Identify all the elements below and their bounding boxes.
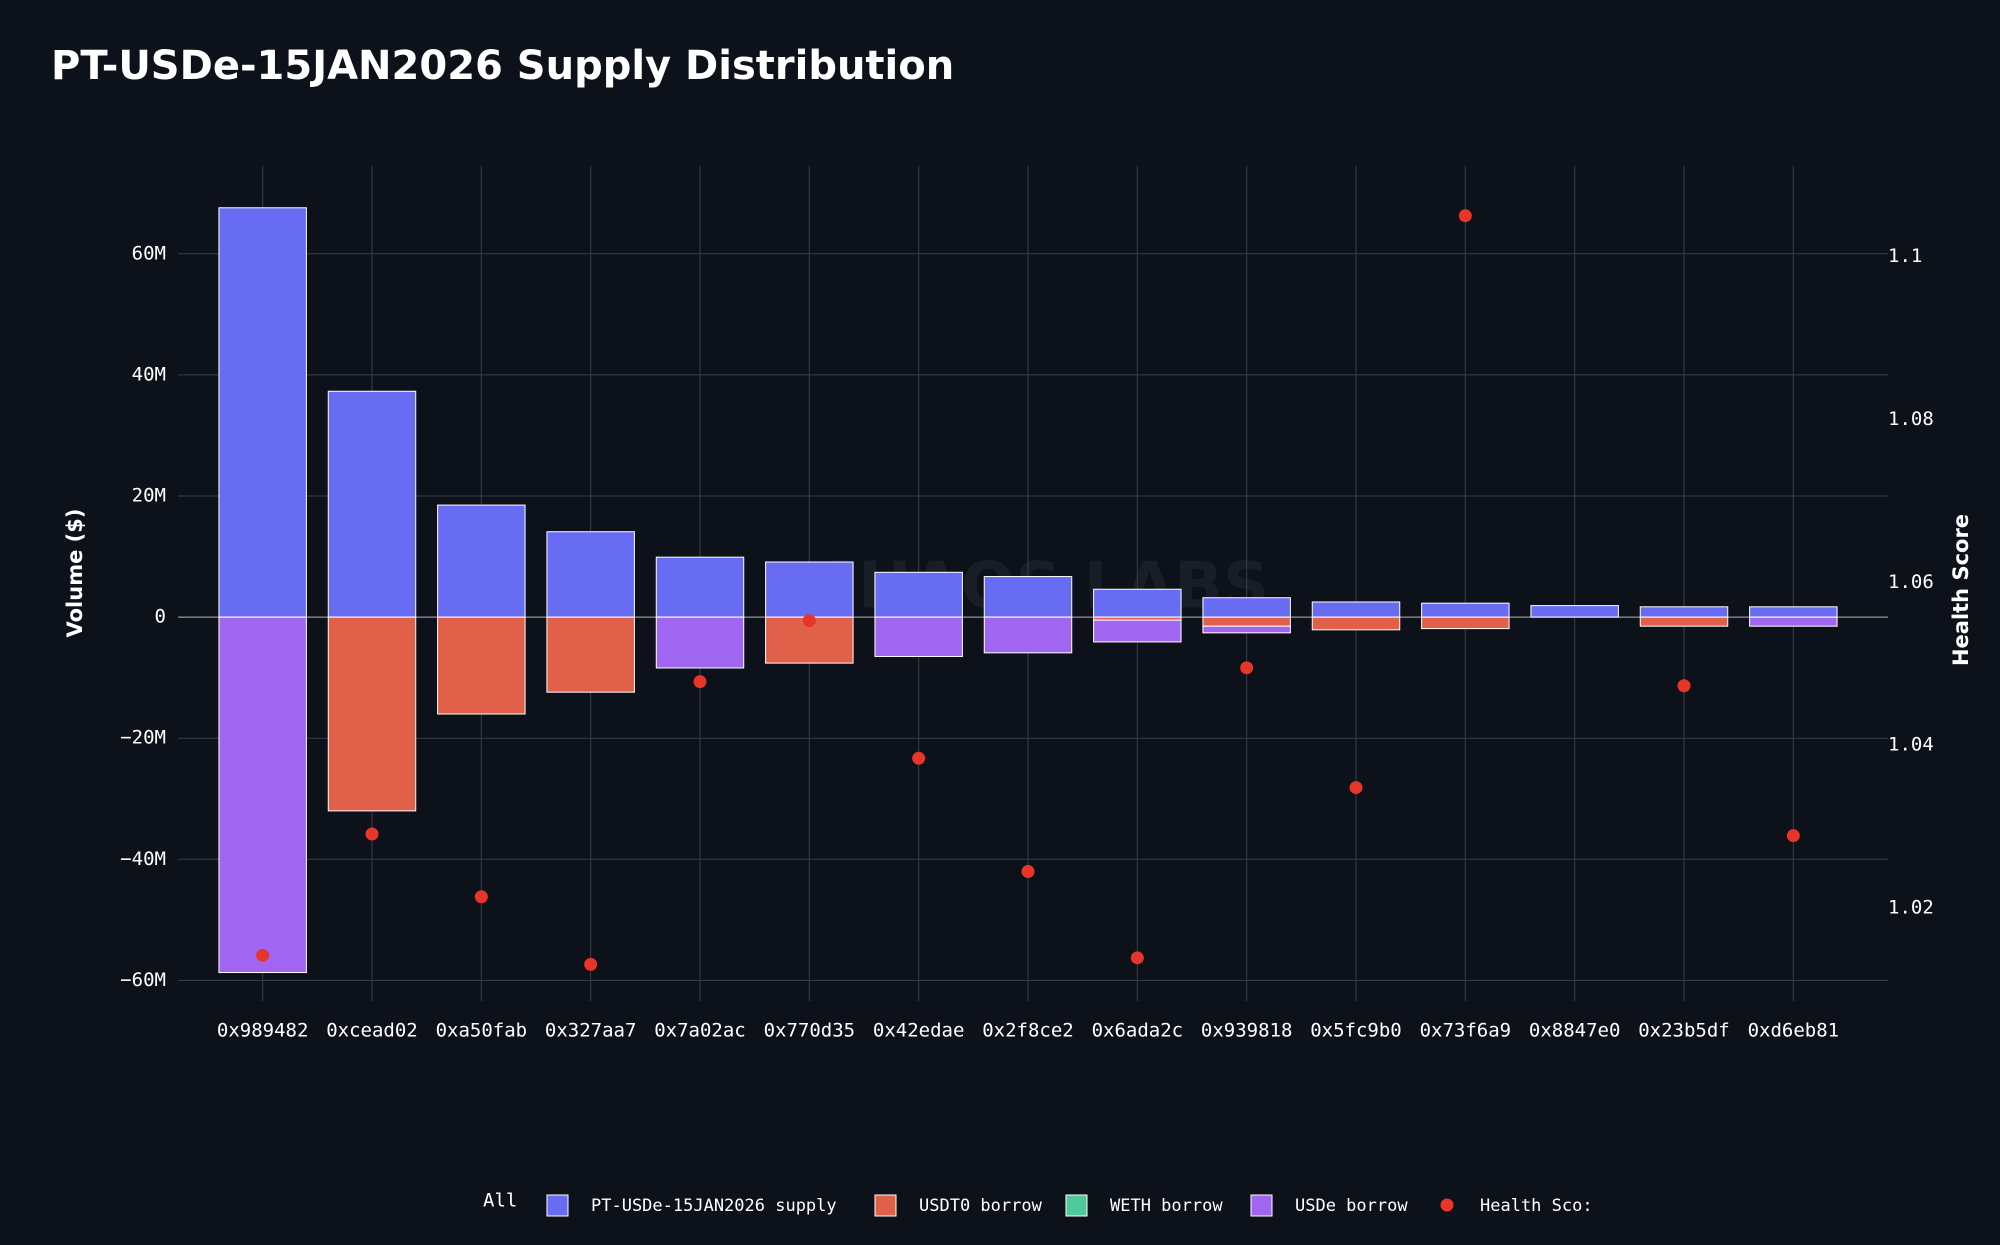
bar [1202, 616, 1291, 627]
bar [655, 556, 745, 618]
x-tick-label: 0x23b5df [1638, 1020, 1730, 1042]
x-tick-label: 0x73f6a9 [1420, 1020, 1512, 1042]
legend-label[interactable]: USDT0 borrow [919, 1196, 1043, 1216]
y2-tick-label: 1.02 [1888, 897, 1934, 919]
legend-title[interactable]: All [483, 1190, 517, 1212]
bar [546, 616, 635, 693]
y-tick-label: 60M [132, 242, 166, 264]
bar [655, 616, 745, 669]
bar [437, 504, 526, 618]
bar [1749, 616, 1838, 627]
bar [1202, 625, 1291, 634]
bar [1639, 616, 1729, 627]
x-tick-label: 0x5fc9b0 [1310, 1020, 1402, 1042]
bar [218, 616, 307, 974]
y-tick-label: −40M [120, 848, 166, 870]
health-point [1349, 781, 1363, 795]
bar [1202, 597, 1291, 618]
bar [1530, 605, 1619, 618]
bar [1421, 602, 1510, 618]
bar [874, 616, 963, 657]
health-point [693, 675, 707, 689]
legend-label[interactable]: Health Sco: [1480, 1196, 1593, 1216]
bar [327, 616, 417, 812]
health-point [1240, 661, 1254, 675]
bar [1749, 606, 1838, 618]
x-tick-label: 0x989482 [217, 1020, 309, 1042]
y2-tick-label: 1.04 [1888, 734, 1934, 756]
health-point [1786, 829, 1800, 843]
y2-tick-label: 1.06 [1888, 571, 1934, 593]
x-tick-label: 0x6ada2c [1092, 1020, 1184, 1042]
legend-label[interactable]: USDe borrow [1295, 1196, 1408, 1216]
x-tick-label: 0x8847e0 [1529, 1020, 1621, 1042]
health-point [1021, 864, 1035, 878]
bar [1421, 616, 1510, 630]
bar [983, 616, 1073, 654]
x-tick-label: 0xcead02 [326, 1020, 418, 1042]
legend-label[interactable]: PT-USDe-15JAN2026 supply [591, 1196, 837, 1216]
x-tick-label: 0x770d35 [764, 1020, 856, 1042]
x-tick-label: 0xd6eb81 [1748, 1020, 1840, 1042]
health-point [1677, 679, 1691, 693]
bar [1093, 588, 1182, 618]
health-point [912, 751, 926, 765]
y-tick-label: 0 [155, 606, 166, 628]
health-point [1130, 951, 1144, 965]
legend-swatch[interactable] [1250, 1194, 1273, 1217]
legend-swatch[interactable] [874, 1194, 897, 1217]
x-tick-label: 0x7a02ac [654, 1020, 746, 1042]
bar [1311, 601, 1401, 618]
health-point [1458, 209, 1472, 223]
health-point [584, 957, 598, 971]
y-axis-label: Volume ($) [63, 509, 87, 638]
legend-swatch[interactable] [1440, 1198, 1454, 1212]
bar [765, 561, 854, 618]
x-tick-label: 0x42edae [873, 1020, 965, 1042]
bar [874, 571, 963, 618]
health-point [802, 614, 816, 628]
y-tick-label: 40M [132, 363, 166, 385]
x-tick-label: 0x2f8ce2 [982, 1020, 1074, 1042]
x-tick-label: 0x939818 [1201, 1020, 1293, 1042]
y2-tick-label: 1.08 [1888, 408, 1934, 430]
legend-swatch[interactable] [1065, 1194, 1088, 1217]
legend-label[interactable]: WETH borrow [1110, 1196, 1223, 1216]
bar [546, 531, 635, 618]
y-tick-label: −60M [120, 969, 166, 991]
bar [218, 207, 307, 618]
y2-tick-label: 1.1 [1888, 245, 1922, 267]
legend-swatch[interactable] [546, 1194, 569, 1217]
health-point [474, 890, 488, 904]
bar [1093, 619, 1182, 643]
x-tick-label: 0xa50fab [436, 1020, 528, 1042]
chart-title: PT-USDe-15JAN2026 Supply Distribution [51, 43, 954, 89]
bar [983, 576, 1073, 618]
bar [1639, 606, 1729, 618]
bar [437, 616, 526, 715]
bar [1311, 616, 1401, 631]
bar [327, 390, 417, 618]
health-point [365, 827, 379, 841]
x-tick-label: 0x327aa7 [545, 1020, 637, 1042]
y2-axis-label: Health Score [1949, 514, 1973, 666]
y-tick-label: −20M [120, 727, 166, 749]
y-tick-label: 20M [132, 485, 166, 507]
health-point [256, 948, 270, 962]
